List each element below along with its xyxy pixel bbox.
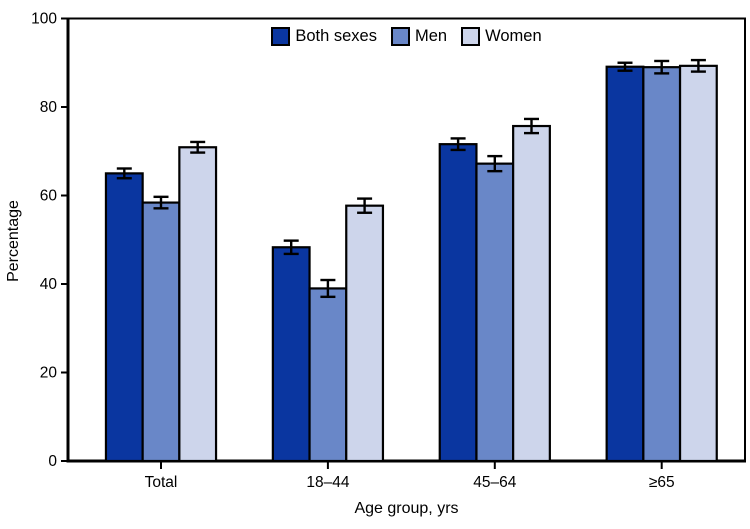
legend-item-men: Men	[390, 26, 448, 46]
x-tick-label: 18–44	[306, 474, 349, 491]
bar-men-1	[141, 201, 181, 463]
y-tick-label: 60	[40, 188, 58, 205]
y-axis-title: Percentage	[5, 200, 22, 282]
legend-item-both-sexes: Both sexes	[271, 27, 377, 46]
bar-men-2	[308, 287, 348, 463]
bar-both-sexes-4	[605, 65, 645, 463]
legend-label-men: Men	[414, 26, 448, 45]
legend-label-women: Women	[485, 26, 542, 45]
x-tick-label: ≥65	[649, 474, 675, 491]
bar-women-4	[678, 64, 718, 463]
legend-swatch-men	[390, 27, 410, 46]
bar-both-sexes-2	[271, 246, 311, 463]
y-tick-label: 40	[40, 276, 58, 293]
bar-women-2	[345, 204, 385, 463]
x-tick-label: Total	[145, 474, 178, 491]
legend: Both sexes Men Women	[68, 27, 745, 46]
legend-swatch-both-sexes	[271, 27, 291, 46]
bar-both-sexes-1	[104, 172, 144, 463]
y-tick-label: 100	[31, 11, 57, 28]
legend-label-both-sexes: Both sexes	[295, 26, 377, 45]
bar-men-3	[475, 162, 515, 463]
legend-item-women: Women	[461, 27, 542, 46]
legend-swatch-women	[461, 27, 481, 46]
bar-women-3	[512, 124, 551, 463]
bar-men-4	[642, 66, 682, 463]
y-tick-label: 0	[48, 453, 57, 470]
y-tick-label: 20	[40, 365, 58, 382]
x-axis-title: Age group, yrs	[354, 500, 459, 517]
y-tick-label: 80	[40, 99, 58, 116]
bar-women-1	[178, 146, 218, 463]
bar-both-sexes-3	[438, 143, 478, 463]
x-tick-label: 45–64	[473, 474, 516, 491]
